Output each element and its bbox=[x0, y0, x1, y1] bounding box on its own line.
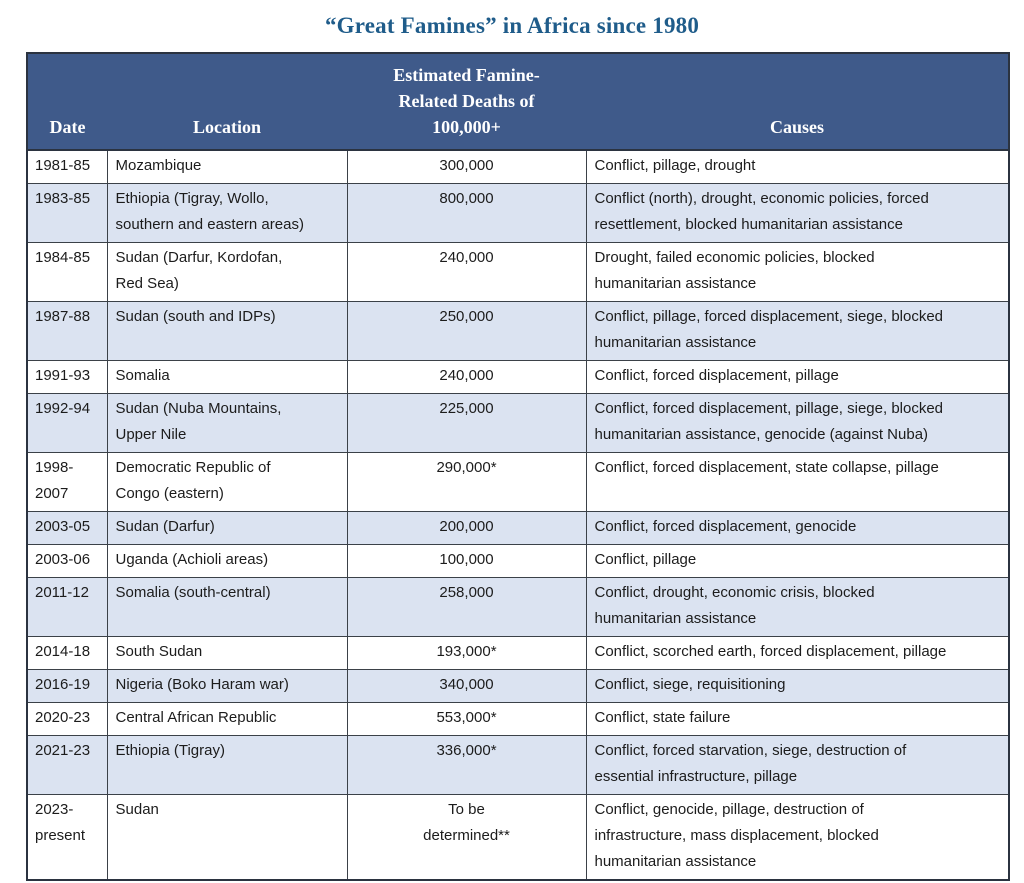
date-cell: 1983-85 bbox=[26, 183, 108, 243]
header-deaths: Estimated Famine- Related Deaths of 100,… bbox=[347, 53, 586, 151]
deaths-cell: 225,000 bbox=[346, 393, 587, 453]
deaths-cell: 290,000* bbox=[346, 452, 587, 512]
table-row: 1992-94 Sudan (Nuba Mountains, Upper Nile… bbox=[26, 393, 1010, 453]
page-title: “Great Famines” in Africa since 1980 bbox=[324, 13, 700, 38]
deaths-cell: To be determined** bbox=[346, 794, 587, 881]
deaths-cell: 553,000* bbox=[346, 702, 587, 736]
causes-cell: Conflict, state failure bbox=[585, 702, 1010, 736]
causes-cell: Conflict, pillage, drought bbox=[585, 149, 1010, 184]
location-cell: Somalia (south-central) bbox=[106, 577, 348, 637]
table-row: 2003-06 Uganda (Achioli areas) 100,000 Conf… bbox=[26, 544, 1010, 578]
table-row: 1981-85 Mozambique 300,000 Conflict, pillag… bbox=[26, 149, 1010, 184]
date-cell: 2023- present bbox=[26, 794, 108, 881]
date-cell: 1992-94 bbox=[26, 393, 108, 453]
causes-cell: Conflict, siege, requisitioning bbox=[585, 669, 1010, 703]
location-cell: Nigeria (Boko Haram war) bbox=[106, 669, 348, 703]
causes-cell: Conflict, forced displacement, pillage, … bbox=[585, 393, 1010, 453]
famine-table: Date Location Estimated Famine- Related … bbox=[26, 52, 1010, 881]
location-cell: Sudan (Darfur, Kordofan, Red Sea) bbox=[106, 242, 348, 302]
header-row: Date Location Estimated Famine- Related … bbox=[27, 53, 1009, 151]
date-cell: 2011-12 bbox=[26, 577, 108, 637]
table-row: 2003-05 Sudan (Darfur) 200,000 Conflict, fo… bbox=[26, 511, 1010, 545]
date-cell: 2014-18 bbox=[26, 636, 108, 670]
location-cell: Ethiopia (Tigray) bbox=[106, 735, 348, 795]
date-cell: 1991-93 bbox=[26, 360, 108, 394]
location-cell: Central African Republic bbox=[106, 702, 348, 736]
causes-cell: Conflict, scorched earth, forced displac… bbox=[585, 636, 1010, 670]
date-cell: 2003-05 bbox=[26, 511, 108, 545]
date-cell: 2020-23 bbox=[26, 702, 108, 736]
deaths-cell: 100,000 bbox=[346, 544, 587, 578]
location-cell: Democratic Republic of Congo (eastern) bbox=[106, 452, 348, 512]
date-cell: 2021-23 bbox=[26, 735, 108, 795]
causes-cell: Conflict, forced displacement, state col… bbox=[585, 452, 1010, 512]
table-body: 1981-85 Mozambique 300,000 Conflict, pillag… bbox=[26, 149, 1010, 881]
header-date: Date bbox=[27, 53, 107, 151]
causes-cell: Conflict, forced displacement, pillage bbox=[585, 360, 1010, 394]
table-row: 2020-23 Central African Republic 553,000* C… bbox=[26, 702, 1010, 736]
causes-cell: Conflict (north), drought, economic poli… bbox=[585, 183, 1010, 243]
causes-cell: Conflict, drought, economic crisis, bloc… bbox=[585, 577, 1010, 637]
table-row: 2014-18 South Sudan 193,000* Conflict, scor… bbox=[26, 636, 1010, 670]
deaths-cell: 300,000 bbox=[346, 149, 587, 184]
causes-cell: Conflict, forced displacement, genocide bbox=[585, 511, 1010, 545]
date-cell: 1987-88 bbox=[26, 301, 108, 361]
location-cell: Ethiopia (Tigray, Wollo, southern and ea… bbox=[106, 183, 348, 243]
header-location: Location bbox=[107, 53, 347, 151]
table-row: 2021-23 Ethiopia (Tigray) 336,000* Conflict… bbox=[26, 735, 1010, 795]
deaths-cell: 340,000 bbox=[346, 669, 587, 703]
causes-cell: Conflict, forced starvation, siege, dest… bbox=[585, 735, 1010, 795]
causes-cell: Conflict, genocide, pillage, destruction… bbox=[585, 794, 1010, 881]
location-cell: Sudan bbox=[106, 794, 348, 881]
table-row: 2023- present Sudan To be determined** Conf… bbox=[26, 794, 1010, 881]
deaths-cell: 336,000* bbox=[346, 735, 587, 795]
deaths-cell: 200,000 bbox=[346, 511, 587, 545]
causes-cell: Conflict, pillage, forced displacement, … bbox=[585, 301, 1010, 361]
location-cell: South Sudan bbox=[106, 636, 348, 670]
deaths-cell: 193,000* bbox=[346, 636, 587, 670]
table-row: 1984-85 Sudan (Darfur, Kordofan, Red Sea)… bbox=[26, 242, 1010, 302]
causes-cell: Conflict, pillage bbox=[585, 544, 1010, 578]
table-row: 1987-88 Sudan (south and IDPs) 250,000 Conf… bbox=[26, 301, 1010, 361]
table-row: 2016-19 Nigeria (Boko Haram war) 340,000 Co… bbox=[26, 669, 1010, 703]
header-causes: Causes bbox=[586, 53, 1009, 151]
date-cell: 1984-85 bbox=[26, 242, 108, 302]
deaths-cell: 240,000 bbox=[346, 360, 587, 394]
deaths-cell: 250,000 bbox=[346, 301, 587, 361]
table-row: 1983-85 Ethiopia (Tigray, Wollo, southern… bbox=[26, 183, 1010, 243]
table-row: 1998- 2007 Democratic Republic of Congo (… bbox=[26, 452, 1010, 512]
deaths-cell: 800,000 bbox=[346, 183, 587, 243]
causes-cell: Drought, failed economic policies, block… bbox=[585, 242, 1010, 302]
deaths-cell: 258,000 bbox=[346, 577, 587, 637]
date-cell: 2016-19 bbox=[26, 669, 108, 703]
location-cell: Sudan (south and IDPs) bbox=[106, 301, 348, 361]
location-cell: Mozambique bbox=[106, 149, 348, 184]
date-cell: 1981-85 bbox=[26, 149, 108, 184]
location-cell: Sudan (Darfur) bbox=[106, 511, 348, 545]
deaths-cell: 240,000 bbox=[346, 242, 587, 302]
table-row: 2011-12 Somalia (south-central) 258,000 Con… bbox=[26, 577, 1010, 637]
date-cell: 2003-06 bbox=[26, 544, 108, 578]
date-cell: 1998- 2007 bbox=[26, 452, 108, 512]
location-cell: Somalia bbox=[106, 360, 348, 394]
table-row: 1991-93 Somalia 240,000 Conflict, forced di… bbox=[26, 360, 1010, 394]
location-cell: Uganda (Achioli areas) bbox=[106, 544, 348, 578]
location-cell: Sudan (Nuba Mountains, Upper Nile bbox=[106, 393, 348, 453]
